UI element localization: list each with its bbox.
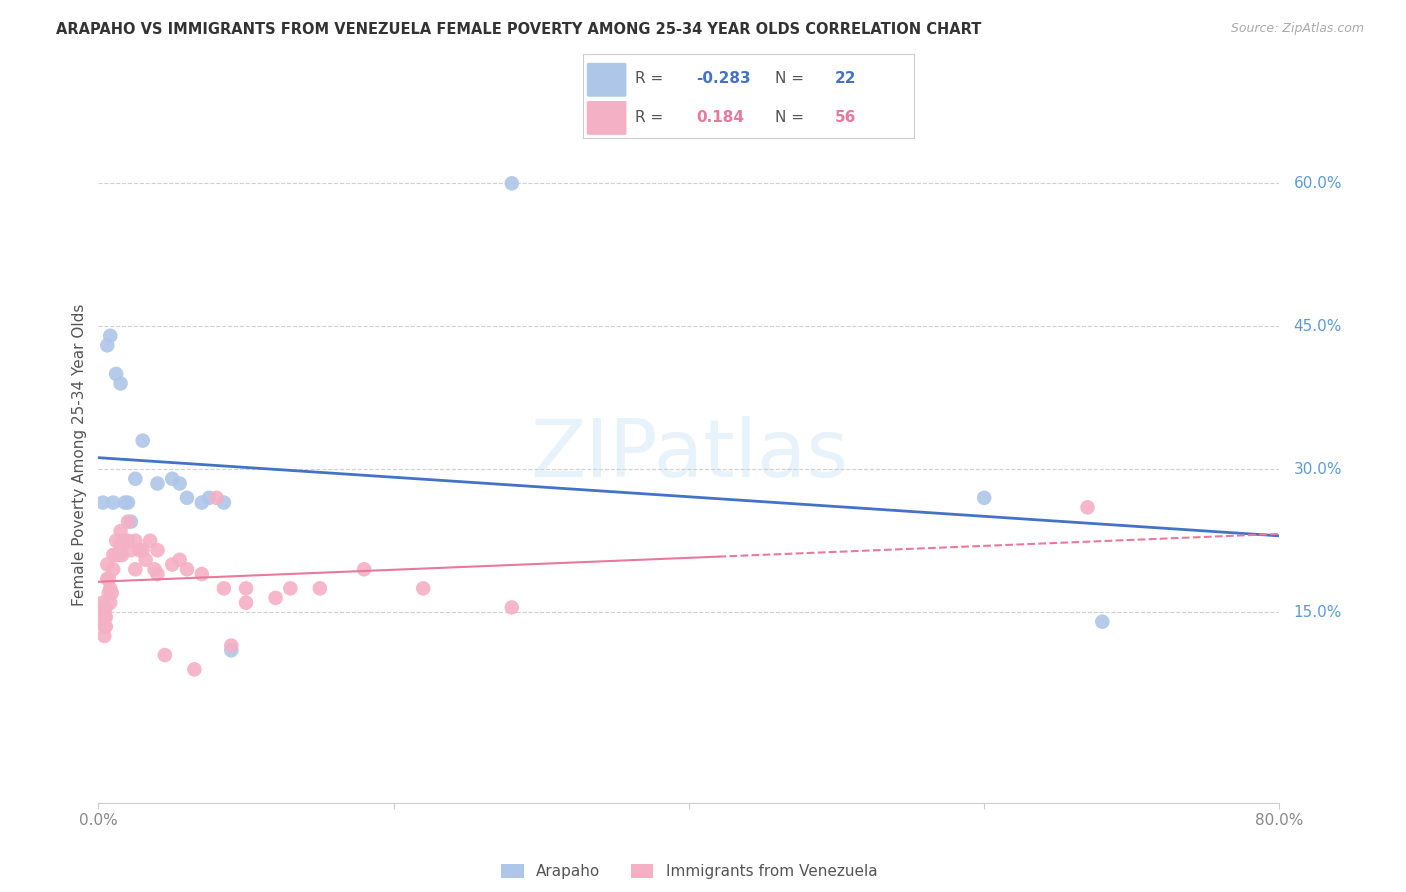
Point [501, 600, 523, 615]
Point [278, 582, 302, 596]
Point [146, 567, 169, 582]
Point [176, 491, 198, 505]
Text: 60.0%: 60.0% [1294, 176, 1341, 191]
Point [96, 338, 118, 352]
Point [103, 548, 125, 562]
Point [124, 472, 146, 486]
Point [111, 548, 134, 562]
Point [264, 591, 287, 605]
Text: 45.0%: 45.0% [1294, 318, 1341, 334]
Point [98, 596, 121, 610]
Point [103, 562, 125, 576]
Legend: Arapaho, Immigrants from Venezuela: Arapaho, Immigrants from Venezuela [495, 858, 883, 886]
Text: N =: N = [775, 71, 804, 87]
Point [110, 376, 132, 391]
Point [501, 176, 523, 190]
Point [412, 582, 434, 596]
Point [169, 553, 191, 567]
Point [198, 491, 221, 505]
Point [105, 548, 128, 562]
Point [117, 515, 139, 529]
Point [96, 558, 118, 572]
Point [93, 600, 115, 615]
Point [135, 553, 157, 567]
Text: R =: R = [634, 71, 664, 87]
Point [353, 562, 375, 576]
Point [139, 533, 162, 548]
Point [93, 629, 115, 643]
Point [143, 562, 166, 576]
Point [146, 476, 169, 491]
Point [124, 562, 146, 576]
Text: -0.283: -0.283 [696, 71, 751, 87]
Point [114, 533, 136, 548]
Point [96, 572, 118, 586]
Point [98, 328, 121, 343]
Point [128, 543, 150, 558]
Point [93, 619, 115, 633]
Point [105, 367, 128, 381]
Point [309, 582, 332, 596]
Text: 30.0%: 30.0% [1294, 462, 1341, 476]
Point [176, 562, 198, 576]
Text: R =: R = [634, 110, 664, 125]
Point [110, 524, 132, 538]
Point [124, 533, 146, 548]
Point [110, 539, 132, 553]
Point [132, 543, 155, 558]
Text: 22: 22 [835, 71, 856, 87]
Point [169, 476, 191, 491]
Point [146, 543, 169, 558]
Point [162, 558, 183, 572]
Text: ZIPatlas: ZIPatlas [530, 416, 848, 494]
Point [1077, 500, 1099, 515]
Text: 15.0%: 15.0% [1294, 605, 1341, 620]
Point [100, 586, 122, 600]
Point [205, 491, 228, 505]
Point [235, 596, 257, 610]
Point [132, 434, 155, 448]
FancyBboxPatch shape [586, 62, 627, 96]
Point [183, 662, 205, 676]
Text: N =: N = [775, 110, 804, 125]
Point [91, 600, 114, 615]
Point [153, 648, 176, 662]
Point [93, 610, 115, 624]
Point [103, 495, 125, 509]
Point [97, 586, 120, 600]
Point [120, 543, 142, 558]
Point [91, 596, 114, 610]
Point [114, 495, 136, 509]
Point [98, 582, 121, 596]
Point [191, 567, 214, 582]
Point [108, 548, 131, 562]
Point [91, 610, 114, 624]
Point [212, 495, 235, 509]
Point [97, 572, 120, 586]
Point [212, 582, 235, 596]
Point [162, 472, 183, 486]
FancyBboxPatch shape [586, 101, 627, 135]
Text: 0.184: 0.184 [696, 110, 744, 125]
Point [973, 491, 995, 505]
Point [219, 643, 242, 657]
Point [105, 533, 128, 548]
Point [120, 515, 142, 529]
Point [1091, 615, 1114, 629]
Y-axis label: Female Poverty Among 25-34 Year Olds: Female Poverty Among 25-34 Year Olds [72, 304, 87, 606]
Point [117, 495, 139, 509]
Point [117, 533, 139, 548]
Point [191, 495, 214, 509]
Point [94, 610, 117, 624]
Text: 56: 56 [835, 110, 856, 125]
Text: Source: ZipAtlas.com: Source: ZipAtlas.com [1230, 22, 1364, 36]
Point [219, 639, 242, 653]
Point [94, 600, 117, 615]
Text: ARAPAHO VS IMMIGRANTS FROM VENEZUELA FEMALE POVERTY AMONG 25-34 YEAR OLDS CORREL: ARAPAHO VS IMMIGRANTS FROM VENEZUELA FEM… [56, 22, 981, 37]
Point [235, 582, 257, 596]
Point [94, 619, 117, 633]
Point [91, 495, 114, 509]
